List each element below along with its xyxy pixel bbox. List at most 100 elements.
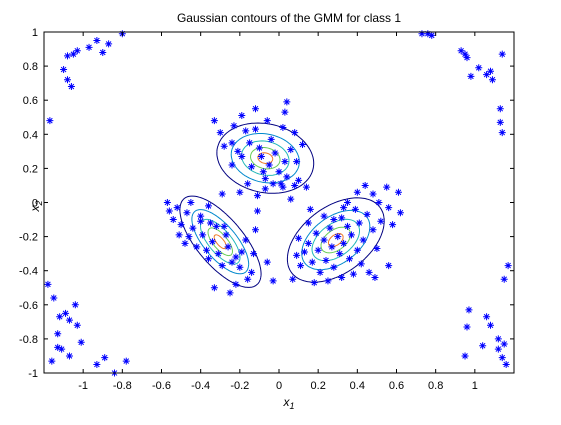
data-point [299,141,306,149]
data-point [277,180,285,188]
data-point [226,289,234,297]
data-point [308,258,316,266]
data-point [320,236,328,244]
data-point [203,246,211,254]
y-tick-label: -1 [28,368,38,380]
x-axis-label: x1 [282,395,294,411]
data-point [355,219,363,227]
data-point [71,301,79,309]
data-point [365,268,373,276]
data-point [210,284,218,292]
x-tick-label: 1 [472,380,478,392]
data-point [73,47,81,55]
x-tick-label: -0.2 [230,380,249,392]
data-point [310,279,318,287]
y-tick-label: 1 [32,27,38,39]
data-point [199,231,207,239]
data-point [287,195,295,203]
data-point [236,188,244,196]
data-point [62,309,70,317]
data-point [502,360,510,368]
data-point [183,209,191,217]
data-point [244,180,252,188]
data-point [312,229,320,237]
data-point [232,280,240,288]
data-point [338,214,346,222]
data-point [220,222,228,230]
data-point [206,219,214,227]
data-point [181,239,189,247]
data-point [263,117,271,125]
x-tick-label: -1 [78,380,88,392]
data-point [483,313,491,321]
data-point [369,226,377,234]
data-point [93,37,101,45]
data-point [344,199,352,206]
data-point [304,239,312,247]
data-point [255,144,263,152]
data-point [248,268,256,276]
data-point [322,256,330,264]
x-tick-label: -0.6 [152,380,171,392]
data-point [320,212,328,220]
data-point [216,129,224,137]
contour-group [179,122,385,288]
data-point [498,129,506,137]
data-point [389,221,397,229]
data-point [58,345,66,353]
data-point [261,185,269,193]
data-point [220,142,228,150]
data-point [228,258,236,266]
data-point [487,321,494,329]
data-point [340,239,348,247]
y-tick-label: 0.8 [23,61,38,73]
data-point [498,354,506,362]
data-point [281,108,289,116]
y-axis-ticks: -1 -0.8 -0.6 -0.4 -0.2 0 0.2 0.4 0.6 0.8 1 [19,27,514,380]
data-point [252,226,259,234]
data-point [253,192,261,200]
data-point [475,64,483,72]
x-tick-label: -0.4 [191,380,210,392]
data-point [287,146,295,154]
y-tick-label: -0.8 [19,334,38,346]
data-point [465,306,473,314]
data-point [377,217,385,225]
data-point [46,117,54,125]
data-point [461,50,469,58]
data-point [297,262,305,270]
data-point [208,238,216,246]
data-point [218,262,226,270]
x-tick-label: 0.2 [311,380,326,392]
data-point [122,357,130,365]
data-point [375,199,383,206]
x-tick-label: 0.4 [350,380,365,392]
data-point [228,161,236,169]
data-point [230,122,238,130]
x-tick-label: 0.6 [389,380,404,392]
data-point [67,83,75,91]
data-point [461,352,469,360]
data-point [281,158,289,166]
data-point [224,243,232,251]
data-point [353,246,361,254]
data-point [244,275,252,283]
data-point [385,204,393,212]
chart-title: Gaussian contours of the GMM for class 1 [177,11,401,25]
data-point [269,277,277,285]
data-point [165,207,173,215]
data-point [483,71,491,79]
data-point [73,321,81,329]
data-point [261,175,269,183]
data-point [279,183,287,191]
data-point [77,338,85,346]
data-point [428,31,436,39]
data-point [169,216,177,224]
data-point [373,245,381,253]
data-point [101,354,109,362]
y-tick-label: -0.4 [19,266,38,278]
data-point [295,234,303,242]
data-point [50,294,58,302]
data-point [291,129,299,137]
data-point [463,323,471,331]
